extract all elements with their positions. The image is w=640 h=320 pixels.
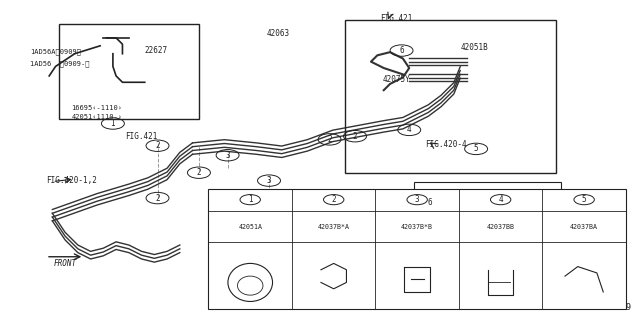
Text: FIG.420-4: FIG.420-4 [425,140,467,148]
Text: 6: 6 [428,198,433,207]
Text: 42037B*A: 42037B*A [317,224,349,230]
Text: 42063: 42063 [267,28,290,38]
Text: 42037BA: 42037BA [570,224,598,230]
Text: 42075Y: 42075Y [383,75,410,84]
Text: 42051B: 42051B [460,43,488,52]
Text: 1: 1 [248,195,253,204]
Text: 42037BB: 42037BB [486,224,515,230]
Bar [346,20,556,173]
Text: 3: 3 [415,195,419,204]
Text: 4: 4 [407,125,412,134]
Text: 42051A: 42051A [238,224,262,230]
Text: W170069: W170069 [448,189,478,196]
Text: FIG.420-1,2: FIG.420-1,2 [46,176,97,185]
Text: 3: 3 [225,151,230,160]
Text: 42051‹1110-›: 42051‹1110-› [72,114,122,120]
Text: A420001489: A420001489 [582,303,632,312]
Text: 4: 4 [499,195,503,204]
Text: 〈-B1106〉: 〈-B1106〉 [514,189,546,196]
Text: 22627: 22627 [145,46,168,55]
Text: 1AD56  〨0909-〩: 1AD56 〨0909-〩 [30,60,90,67]
Text: FIG.421: FIG.421 [125,132,158,141]
Text: FRONT: FRONT [54,259,77,268]
Text: FIG.421: FIG.421 [381,14,413,23]
Text: 2: 2 [155,141,160,150]
Text: 2: 2 [353,132,357,141]
Bar [59,24,199,119]
Text: 3: 3 [267,176,271,185]
Text: 16695‹-1110›: 16695‹-1110› [72,105,122,111]
Text: 2: 2 [155,194,160,203]
Text: 2: 2 [332,195,336,204]
Text: 6: 6 [399,46,404,55]
Text: 0923S*B: 0923S*B [448,210,478,216]
Text: 5: 5 [582,195,586,204]
Text: 1AD56A〨0909〩: 1AD56A〨0909〩 [30,49,81,55]
Bar [209,188,626,309]
Text: 2: 2 [327,135,332,144]
Text: 5: 5 [474,144,479,153]
Text: 2: 2 [196,168,201,177]
Bar [414,182,561,223]
Text: 〈B1106-〉: 〈B1106-〉 [514,210,546,216]
Text: 1: 1 [111,119,115,128]
Text: 42037B*B: 42037B*B [401,224,433,230]
